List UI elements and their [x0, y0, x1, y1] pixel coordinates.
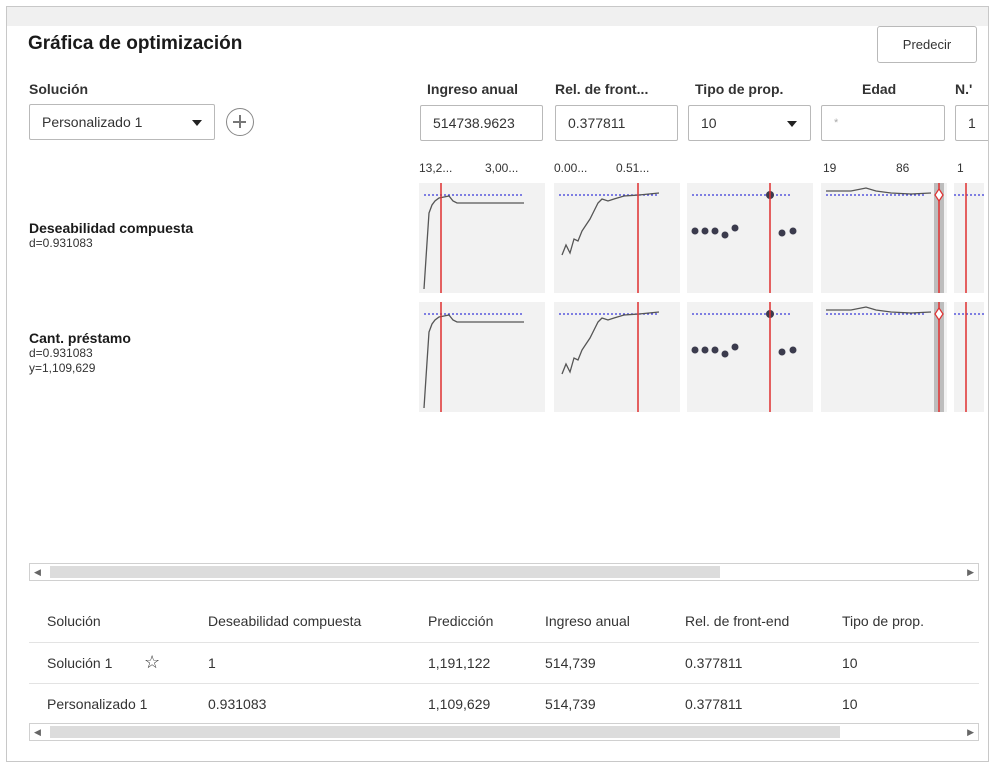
edad-input[interactable]: * — [821, 105, 945, 141]
top-strip — [7, 7, 988, 26]
edad-placeholder: * — [834, 117, 839, 129]
response-d: d=0.931083 — [29, 236, 93, 250]
add-solution-icon[interactable] — [226, 108, 254, 136]
cell-solution: Solución 1 — [47, 655, 113, 671]
table-header-prop-type[interactable]: Tipo de prop. — [842, 613, 924, 629]
mini-plot — [687, 183, 813, 293]
chevron-down-icon — [787, 121, 797, 127]
ingreso-anual-value: 514738.9623 — [433, 115, 515, 131]
tick-n-min: 1 — [957, 161, 964, 175]
tipo-prop-dropdown[interactable]: 10 — [688, 105, 811, 141]
factor-label-n: N.' — [955, 81, 973, 97]
table-horizontal-scrollbar[interactable]: ◀ ▶ — [29, 723, 979, 741]
response-composite: Deseabilidad compuesta d=0.931083 — [29, 220, 193, 251]
cell-ratio: 0.377811 — [685, 696, 743, 712]
response-name: Deseabilidad compuesta — [29, 220, 194, 236]
factor-label-ingreso: Ingreso anual — [427, 81, 519, 97]
cell-prop-type: 10 — [842, 655, 858, 671]
cell-income: 514,739 — [545, 696, 596, 712]
response-d: d=0.931083 — [29, 346, 93, 360]
cell-ratio: 0.377811 — [685, 655, 743, 671]
response-y: y=1,109,629 — [29, 361, 96, 375]
tick-edad-max: 86 — [896, 161, 910, 175]
plot-row-1-ingreso[interactable] — [419, 183, 545, 298]
scroll-right-icon[interactable]: ▶ — [967, 567, 974, 577]
tick-ingreso-min: 13,2... — [419, 161, 453, 175]
plot-row-1-edad[interactable] — [821, 183, 947, 298]
scrollbar-thumb[interactable] — [50, 566, 720, 578]
cell-income: 514,739 — [545, 655, 596, 671]
table-header-prediction[interactable]: Predicción — [428, 613, 494, 629]
tipo-prop-value: 10 — [701, 115, 717, 131]
mini-plot — [554, 183, 680, 293]
cell-desirability: 0.931083 — [208, 696, 267, 712]
ingreso-anual-input[interactable]: 514738.9623 — [420, 105, 543, 141]
mini-plot — [821, 302, 947, 412]
solution-label: Solución — [29, 81, 89, 97]
factor-label-edad: Edad — [862, 81, 897, 97]
mini-plot — [687, 302, 813, 412]
factor-label-tipo-prop: Tipo de prop. — [695, 81, 784, 97]
mini-plot — [419, 183, 545, 293]
table-row[interactable]: Solución 1 ☆ 1 1,191,122 514,739 0.37781… — [29, 642, 979, 683]
solution-dropdown-value: Personalizado 1 — [42, 114, 143, 130]
plot-row-2-n[interactable] — [954, 302, 984, 417]
optimization-plot-window: Gráfica de optimización Predecir Solució… — [6, 6, 989, 762]
cell-solution: Personalizado 1 — [47, 696, 148, 712]
table-row[interactable]: Personalizado 1 0.931083 1,109,629 514,7… — [29, 683, 979, 724]
response-name: Cant. préstamo — [29, 330, 131, 346]
plot-row-2-tipo-prop[interactable] — [687, 302, 813, 417]
front-end-value: 0.377811 — [568, 115, 626, 131]
mini-plot — [554, 302, 680, 412]
response-loan: Cant. préstamo d=0.931083 y=1,109,629 — [29, 330, 131, 376]
chevron-down-icon — [192, 120, 202, 126]
plot-row-2-ingreso[interactable] — [419, 302, 545, 417]
plot-row-1-n[interactable] — [954, 183, 984, 298]
predict-button[interactable]: Predecir — [877, 26, 977, 63]
scroll-left-icon[interactable]: ◀ — [34, 567, 41, 577]
mini-plot — [419, 302, 545, 412]
scroll-right-icon[interactable]: ▶ — [967, 727, 974, 737]
page-title: Gráfica de optimización — [28, 33, 243, 54]
plot-row-2-edad[interactable] — [821, 302, 947, 417]
front-end-input[interactable]: 0.377811 — [555, 105, 678, 141]
scrollbar-thumb[interactable] — [50, 726, 840, 738]
n-input[interactable]: 1 — [955, 105, 988, 141]
cell-desirability: 1 — [208, 655, 216, 671]
mini-plot — [821, 183, 947, 293]
table-header-ratio[interactable]: Rel. de front-end — [685, 613, 790, 629]
star-icon[interactable]: ☆ — [144, 652, 161, 672]
table-header-desirability[interactable]: Deseabilidad compuesta — [208, 613, 362, 629]
tick-edad-min: 19 — [823, 161, 837, 175]
mini-plot — [954, 302, 984, 412]
mini-plot — [954, 183, 984, 293]
table-header-income[interactable]: Ingreso anual — [545, 613, 630, 629]
plot-row-1-front-end[interactable] — [554, 183, 680, 298]
solution-dropdown[interactable]: Personalizado 1 — [29, 104, 215, 140]
tick-front-max: 0.51... — [616, 161, 650, 175]
tick-ingreso-max: 3,00... — [485, 161, 519, 175]
plot-row-2-front-end[interactable] — [554, 302, 680, 417]
factor-label-front-end: Rel. de front... — [555, 81, 649, 97]
plot-row-1-tipo-prop[interactable] — [687, 183, 813, 298]
cell-prop-type: 10 — [842, 696, 858, 712]
table-header-solution[interactable]: Solución — [47, 613, 101, 629]
tick-front-min: 0.00... — [554, 161, 588, 175]
cell-prediction: 1,109,629 — [428, 696, 491, 712]
n-value: 1 — [968, 115, 976, 131]
cell-prediction: 1,191,122 — [428, 655, 491, 671]
plot-horizontal-scrollbar[interactable]: ◀ ▶ — [29, 563, 979, 581]
scroll-left-icon[interactable]: ◀ — [34, 727, 41, 737]
